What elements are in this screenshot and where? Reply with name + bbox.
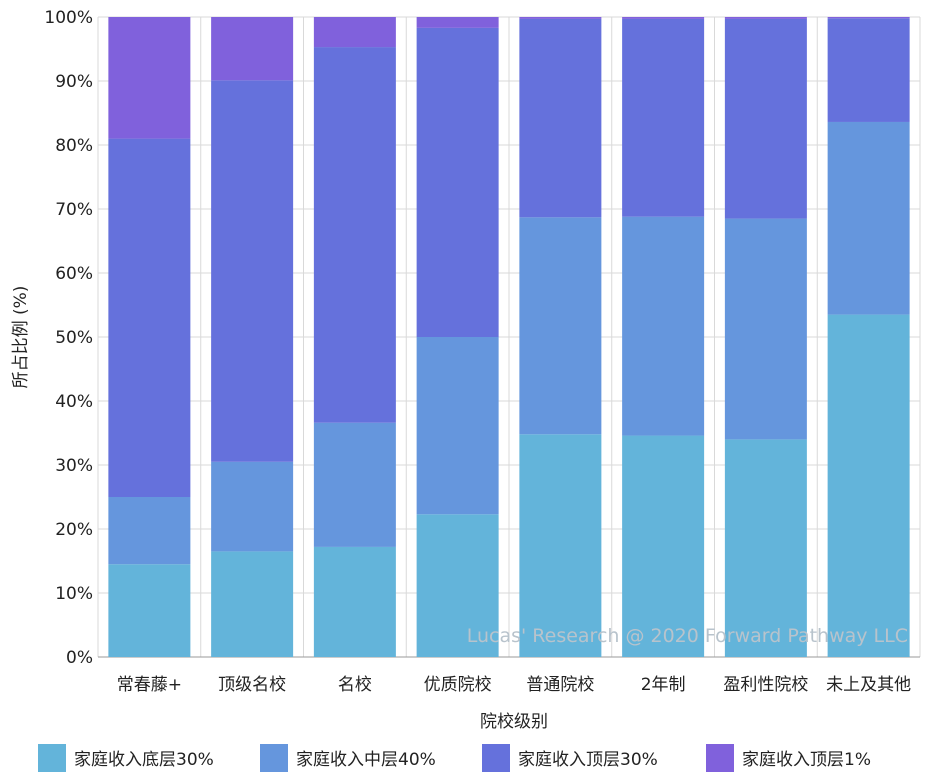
x-axis-ticks: 常春藤+ 顶级名校 名校 优质院校 普通院校 2年制 盈利性院校 未上及其他 <box>117 675 911 695</box>
x-tick-label: 未上及其他 <box>826 675 911 695</box>
bar-segment <box>416 27 499 337</box>
bar-segment <box>724 439 807 657</box>
x-tick-label: 优质院校 <box>424 675 492 695</box>
bar-segment <box>211 461 294 552</box>
bar-segment <box>108 564 191 657</box>
bar-segment <box>724 218 807 440</box>
y-tick-label: 90% <box>55 72 93 92</box>
bar-segment <box>211 551 294 657</box>
bar-segment <box>313 47 396 423</box>
y-axis-ticks: 0% 10% 20% 30% 40% 50% 60% 70% 80% 90% 100% <box>44 8 93 668</box>
y-tick-label: 40% <box>55 392 93 412</box>
bar-segment <box>211 80 294 462</box>
x-tick-label: 盈利性院校 <box>723 675 808 695</box>
legend-label: 家庭收入顶层1% <box>742 750 871 770</box>
bar-segment <box>827 121 910 315</box>
bar-segment <box>724 17 807 19</box>
legend-swatch <box>482 744 510 772</box>
legend-swatch <box>260 744 288 772</box>
bar-segment <box>519 17 602 19</box>
bar-segment <box>108 17 191 139</box>
legend: 家庭收入底层30% 家庭收入中层40% 家庭收入顶层30% 家庭收入顶层1% <box>38 744 871 772</box>
bar-segment <box>827 18 910 122</box>
y-tick-label: 50% <box>55 328 93 348</box>
bar-segment <box>416 514 499 657</box>
bar-segment <box>622 435 705 657</box>
y-tick-label: 80% <box>55 136 93 156</box>
y-tick-label: 10% <box>55 584 93 604</box>
y-tick-label: 70% <box>55 200 93 220</box>
bars <box>108 17 910 657</box>
legend-label: 家庭收入底层30% <box>74 750 214 770</box>
bar-segment <box>519 217 602 435</box>
x-tick-label: 2年制 <box>641 675 686 695</box>
bar-segment <box>416 17 499 28</box>
legend-label: 家庭收入顶层30% <box>518 750 658 770</box>
bar-segment <box>519 434 602 657</box>
bar-segment <box>622 17 705 19</box>
bar-segment <box>827 17 910 19</box>
bar-segment <box>313 422 396 547</box>
bar-segment <box>519 18 602 218</box>
x-tick-label: 顶级名校 <box>218 675 286 695</box>
y-tick-label: 20% <box>55 520 93 540</box>
bar-segment <box>108 497 191 565</box>
bar-segment <box>622 216 705 436</box>
x-tick-label: 常春藤+ <box>117 675 182 695</box>
bar-segment <box>108 138 191 497</box>
bar-segment <box>416 337 499 515</box>
bar-segment <box>827 314 910 657</box>
x-axis-title: 院校级别 <box>480 712 548 732</box>
legend-swatch <box>706 744 734 772</box>
y-axis-title: 所占比例 (%) <box>11 286 31 389</box>
y-tick-label: 0% <box>66 648 93 668</box>
y-tick-label: 100% <box>44 8 93 28</box>
bar-segment <box>724 18 807 219</box>
x-tick-label: 普通院校 <box>526 675 594 695</box>
y-tick-label: 30% <box>55 456 93 476</box>
watermark-text: Lucas' Research @ 2020 Forward Pathway L… <box>467 625 908 647</box>
x-tick-label: 名校 <box>338 675 372 695</box>
y-tick-label: 60% <box>55 264 93 284</box>
bar-segment <box>313 546 396 657</box>
legend-label: 家庭收入中层40% <box>296 750 436 770</box>
bar-segment <box>622 18 705 217</box>
bar-segment <box>211 17 294 81</box>
bar-segment <box>313 17 396 48</box>
legend-swatch <box>38 744 66 772</box>
